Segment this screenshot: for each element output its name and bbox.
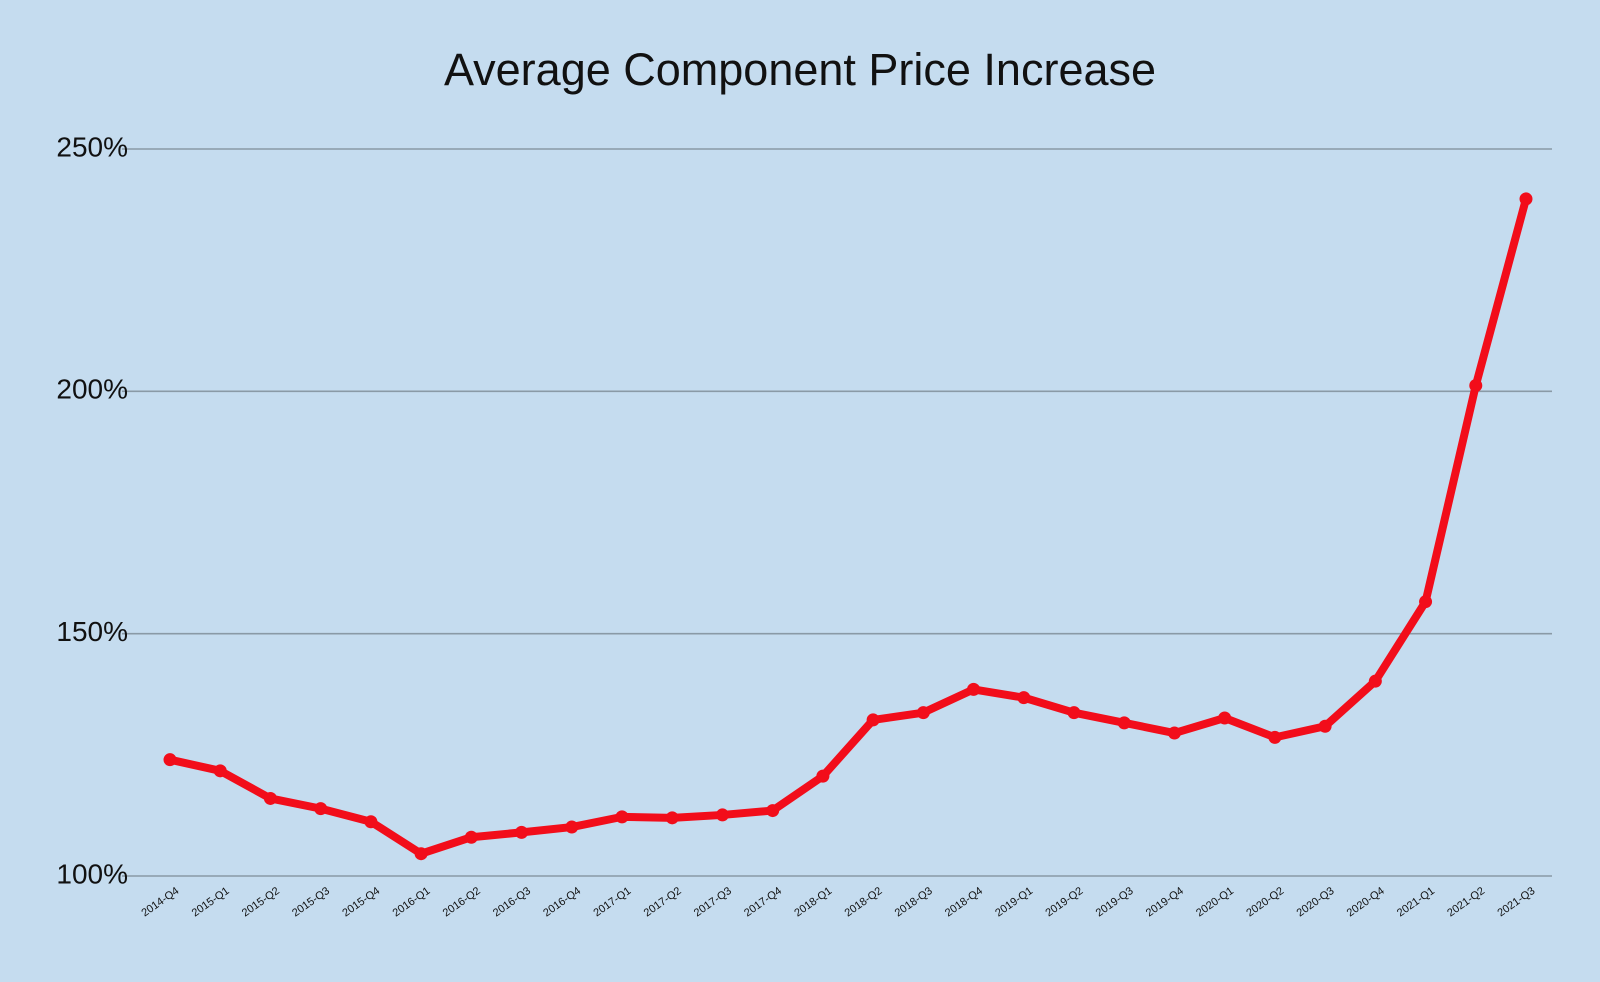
y-tick-label: 100% bbox=[56, 858, 128, 889]
data-point bbox=[967, 682, 981, 696]
y-tick-label: 150% bbox=[56, 616, 128, 647]
data-point bbox=[715, 808, 729, 822]
data-point bbox=[364, 815, 378, 829]
data-point bbox=[464, 830, 478, 844]
data-point bbox=[615, 810, 629, 824]
data-point bbox=[665, 811, 679, 825]
data-point bbox=[1268, 730, 1282, 744]
data-point bbox=[515, 825, 529, 839]
data-point bbox=[213, 764, 227, 778]
data-point bbox=[816, 769, 830, 783]
chart-title: Average Component Price Increase bbox=[444, 44, 1156, 95]
data-point bbox=[163, 753, 177, 767]
data-point bbox=[1117, 716, 1131, 730]
data-line bbox=[166, 194, 1530, 858]
data-point bbox=[1419, 595, 1433, 609]
data-point bbox=[1017, 691, 1031, 705]
data-point bbox=[565, 820, 579, 834]
data-point bbox=[1167, 726, 1181, 740]
y-tick-label: 200% bbox=[56, 374, 128, 405]
data-point bbox=[1368, 674, 1382, 688]
y-tick-label: 250% bbox=[56, 131, 128, 162]
data-point bbox=[1318, 719, 1332, 733]
data-point bbox=[263, 791, 277, 805]
data-point bbox=[1218, 711, 1232, 725]
data-point bbox=[766, 804, 780, 818]
data-point bbox=[866, 713, 880, 727]
data-point bbox=[916, 706, 930, 720]
data-point bbox=[1519, 192, 1533, 206]
data-point bbox=[1469, 379, 1483, 393]
data-point bbox=[1067, 706, 1081, 720]
data-point bbox=[414, 847, 428, 861]
data-point bbox=[314, 802, 328, 816]
